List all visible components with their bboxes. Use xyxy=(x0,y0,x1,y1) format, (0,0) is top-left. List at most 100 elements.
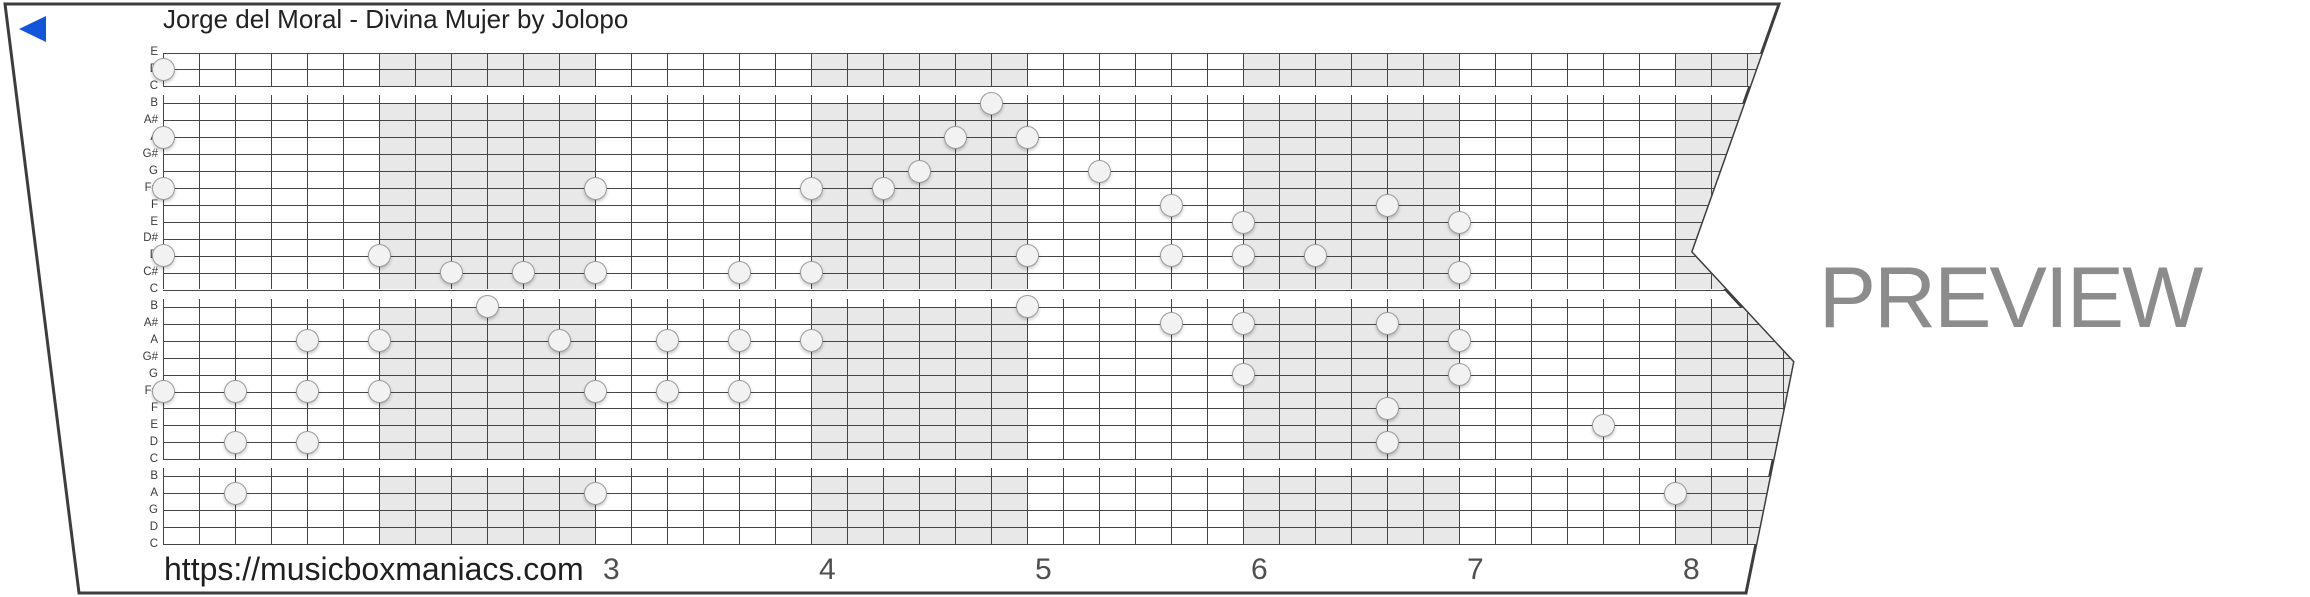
beat-column-line xyxy=(1459,95,1460,289)
beat-column-line xyxy=(379,299,380,460)
beat-column-line xyxy=(595,53,596,87)
beat-column-line xyxy=(1711,468,1712,544)
beat-column-line xyxy=(379,468,380,544)
beat-column-line xyxy=(1135,95,1136,289)
beat-column-line xyxy=(703,299,704,460)
note-dot xyxy=(944,126,967,149)
beat-column-line xyxy=(1351,53,1352,87)
beat-column-line xyxy=(343,468,344,544)
beat-column-line xyxy=(991,468,992,544)
note-dot xyxy=(1376,397,1399,420)
note-dot xyxy=(1160,312,1183,335)
beat-column-line xyxy=(919,468,920,544)
beat-column-line xyxy=(1747,468,1748,544)
note-row-label: G xyxy=(149,504,158,516)
beat-column-line xyxy=(1459,53,1460,87)
beat-column-line xyxy=(163,468,164,544)
measure-number: 4 xyxy=(819,553,836,586)
beat-column-line xyxy=(667,53,668,87)
beat-column-line xyxy=(1567,53,1568,87)
note-dot xyxy=(368,329,391,352)
beat-column-line xyxy=(1423,53,1424,87)
beat-column-line xyxy=(307,53,308,87)
note-row-line xyxy=(163,510,1793,511)
beat-column-line xyxy=(919,53,920,87)
note-dot xyxy=(1448,261,1471,284)
note-dot xyxy=(440,261,463,284)
beat-column-line xyxy=(955,299,956,460)
beat-column-line xyxy=(1171,299,1172,460)
beat-column-line xyxy=(343,299,344,460)
beat-column-line xyxy=(1279,53,1280,87)
note-dot xyxy=(224,482,247,505)
beat-column-line xyxy=(1423,95,1424,289)
beat-column-line xyxy=(739,299,740,460)
note-dot xyxy=(296,329,319,352)
note-dot xyxy=(1376,194,1399,217)
beat-column-line xyxy=(1423,299,1424,460)
beat-column-line xyxy=(1135,468,1136,544)
note-row-line xyxy=(163,527,1793,528)
back-arrow-icon[interactable] xyxy=(19,16,46,42)
note-dot xyxy=(728,261,751,284)
beat-column-line xyxy=(1351,468,1352,544)
note-row-label: G xyxy=(149,368,158,380)
note-dot xyxy=(1448,329,1471,352)
note-row-label: C xyxy=(149,80,158,92)
beat-column-line xyxy=(739,53,740,87)
beat-column-line xyxy=(379,53,380,87)
beat-column-line xyxy=(775,53,776,87)
beat-column-line xyxy=(1387,53,1388,87)
note-dot xyxy=(1232,211,1255,234)
note-row-line xyxy=(163,375,1793,376)
note-dot xyxy=(728,329,751,352)
beat-column-line xyxy=(1459,468,1460,544)
note-dot xyxy=(1448,363,1471,386)
measure-number: 7 xyxy=(1467,553,1484,586)
note-dot xyxy=(152,380,175,403)
note-dot xyxy=(800,261,823,284)
beat-column-line xyxy=(1243,53,1244,87)
beat-column-line xyxy=(595,468,596,544)
note-dot xyxy=(224,380,247,403)
beat-column-line xyxy=(307,299,308,460)
note-row-line xyxy=(163,188,1793,189)
note-row-label: F xyxy=(150,402,158,414)
beat-column-line xyxy=(1711,299,1712,460)
beat-column-line xyxy=(1531,468,1532,544)
note-dot xyxy=(1592,414,1615,437)
beat-column-line xyxy=(1243,95,1244,289)
beat-column-line xyxy=(631,53,632,87)
beat-column-line xyxy=(343,53,344,87)
beat-column-line xyxy=(1315,53,1316,87)
note-dot xyxy=(1232,244,1255,267)
beat-column-line xyxy=(1351,299,1352,460)
beat-column-line xyxy=(1603,53,1604,87)
beat-column-line xyxy=(307,468,308,544)
beat-column-line xyxy=(1063,53,1064,87)
beat-column-line xyxy=(415,299,416,460)
note-row-line xyxy=(163,307,1793,308)
note-dot xyxy=(908,160,931,183)
note-dot xyxy=(584,177,607,200)
beat-column-line xyxy=(1675,53,1676,87)
note-row-line xyxy=(163,256,1793,257)
note-row-line xyxy=(163,273,1793,274)
beat-column-line xyxy=(847,468,848,544)
beat-column-line xyxy=(487,95,488,289)
beat-column-line xyxy=(811,299,812,460)
note-row-label: A# xyxy=(143,317,158,329)
note-dot xyxy=(1016,295,1039,318)
beat-column-line xyxy=(1495,299,1496,460)
note-row-label: C xyxy=(149,283,158,295)
beat-column-line xyxy=(523,53,524,87)
note-row-label: E xyxy=(150,419,158,431)
beat-column-line xyxy=(775,95,776,289)
beat-column-line xyxy=(379,95,380,289)
note-row-label: G# xyxy=(142,148,158,160)
beat-column-line xyxy=(919,299,920,460)
note-row-line xyxy=(163,358,1793,359)
measure-number: 8 xyxy=(1683,553,1700,586)
beat-column-line xyxy=(811,468,812,544)
